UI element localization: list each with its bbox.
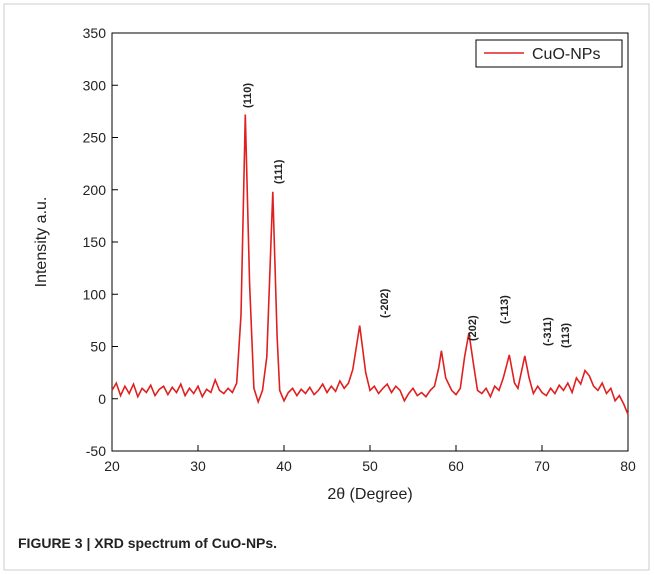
x-tick-label: 50 [362, 458, 378, 474]
x-axis-label: 2θ (Degree) [327, 486, 412, 503]
x-tick-label: 40 [276, 458, 292, 474]
peak-annotation: (111) [273, 159, 285, 184]
y-tick-label: 300 [83, 77, 107, 93]
peak-annotation: (202) [467, 315, 479, 341]
y-tick-label: 50 [90, 339, 106, 355]
figure-border [3, 3, 650, 571]
peak-annotation: (110) [242, 83, 254, 108]
peak-annotation: (113) [560, 323, 572, 348]
x-tick-label: 80 [620, 458, 636, 474]
y-tick-label: 250 [83, 130, 107, 146]
y-axis-label: Intensity a.u. [33, 197, 50, 288]
x-tick-label: 20 [104, 458, 120, 474]
peak-annotation: (-113) [499, 295, 511, 324]
y-tick-label: 0 [98, 391, 106, 407]
y-tick-label: -50 [86, 443, 106, 459]
legend-box [475, 39, 623, 68]
y-tick-label: 350 [83, 25, 107, 41]
y-tick-label: 100 [83, 286, 107, 302]
peak-annotation: (-202) [379, 288, 391, 318]
x-tick-label: 70 [534, 458, 550, 474]
y-tick-label: 200 [83, 182, 107, 198]
x-tick-label: 60 [448, 458, 464, 474]
legend-label: CuO-NPs [532, 46, 600, 63]
data-line [111, 114, 629, 415]
x-tick-label: 30 [190, 458, 206, 474]
y-tick-label: 150 [83, 234, 107, 250]
caption: FIGURE 3 | XRD spectrum of CuO-NPs. [18, 535, 277, 551]
peak-annotation: (-311) [542, 317, 554, 346]
